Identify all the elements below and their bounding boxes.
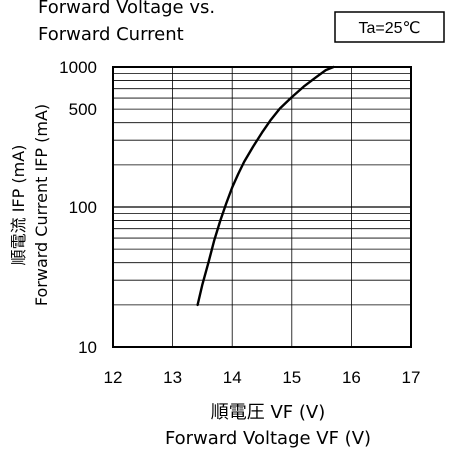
x-tick-label: 16 xyxy=(342,368,361,387)
x-axis-label-jp: 順電圧 VF (V) xyxy=(211,402,325,423)
y-tick-label: 1000 xyxy=(59,58,97,77)
y-axis-label-en: Forward Current IFP (mA) xyxy=(32,104,51,306)
x-tick-label: 14 xyxy=(223,368,242,387)
x-axis-label: 順電圧 VF (V) Forward Voltage VF (V) xyxy=(165,402,371,449)
plot-frame xyxy=(112,66,412,348)
grid-lines xyxy=(113,67,411,347)
y-axis-label: 順電流 IFP (mA) Forward Current IFP (mA) xyxy=(9,104,51,306)
y-tick-labels: 10 100 500 1000 xyxy=(59,58,97,357)
x-axis-label-en: Forward Voltage VF (V) xyxy=(165,428,371,449)
x-tick-label: 15 xyxy=(282,368,301,387)
series-line-0 xyxy=(196,65,335,307)
chart-title: Forward Voltage vs. Forward Current xyxy=(38,0,215,45)
x-tick-label: 12 xyxy=(104,368,123,387)
x-tick-label: 13 xyxy=(163,368,182,387)
chart-title-line-1: Forward Voltage vs. xyxy=(38,0,215,18)
y-tick-label: 500 xyxy=(69,100,97,119)
y-axis-label-jp: 順電流 IFP (mA) xyxy=(9,145,28,266)
y-tick-label: 10 xyxy=(78,338,97,357)
x-tick-label: 17 xyxy=(402,368,421,387)
series-layer xyxy=(196,65,335,307)
condition-box: Ta=25℃ xyxy=(334,11,445,43)
y-tick-label: 100 xyxy=(69,198,97,217)
condition-label: Ta=25℃ xyxy=(358,20,420,37)
chart-title-line-2: Forward Current xyxy=(38,24,184,45)
x-tick-labels: 12 13 14 15 16 17 xyxy=(104,368,421,387)
